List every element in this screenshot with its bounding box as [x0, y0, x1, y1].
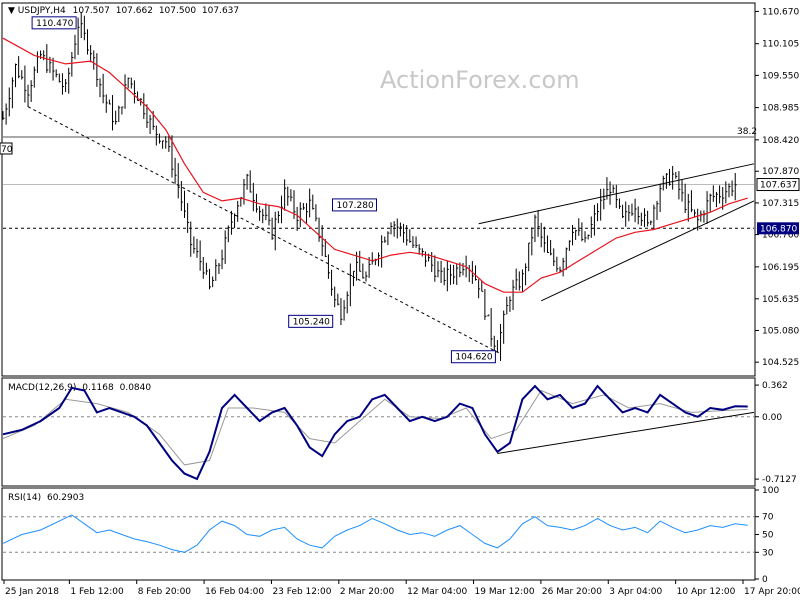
x-tick-label: 23 Feb 12:00 [272, 587, 331, 597]
price-y-tick-label: 108.985 [762, 104, 799, 114]
x-tick-label: 2 Mar 20:00 [340, 587, 395, 597]
x-tick-label: 26 Mar 20:00 [542, 587, 602, 597]
price-y-tick-label: 107.315 [762, 199, 799, 209]
macd-line [2, 384, 748, 481]
price-y-tick-label: 106.760 [762, 231, 799, 241]
svg-text:106.870: 106.870 [760, 224, 797, 234]
watermark: ActionForex.com [380, 66, 580, 94]
svg-text:110.470: 110.470 [36, 19, 73, 29]
price-layer: 110.670 110.105 109.550 108.985 108.420 107.8… [0, 7, 800, 368]
fib-left-tag: 70 [0, 142, 13, 155]
macd-y-tick-label: 0.362 [762, 381, 788, 391]
svg-text:107.280: 107.280 [337, 201, 374, 211]
svg-text:104.620: 104.620 [455, 353, 492, 363]
svg-text:107.637: 107.637 [760, 181, 797, 191]
rsi-y-tick-label: 30 [762, 548, 774, 558]
fib-382-label: 38.2 [737, 127, 757, 137]
moving-average-line [2, 37, 748, 293]
rsi-y-tick-label: 0 [762, 575, 768, 585]
price-y-tick-label: 110.670 [762, 7, 799, 17]
price-label-104-620: 104.620 [450, 350, 496, 364]
price-y-tick-label: 106.195 [762, 263, 799, 273]
price-header: ▼ USDJPY,H4 107.507 107.662 107.500 107.… [8, 6, 239, 16]
x-tick-label: 3 Apr 04:00 [609, 587, 662, 597]
current-price-tag: 107.637 [756, 178, 800, 192]
x-tick-label: 8 Feb 20:00 [138, 587, 192, 597]
price-y-tick-label: 108.420 [762, 136, 799, 146]
price-label-107-280: 107.280 [332, 198, 377, 212]
price-label-105-240: 105.240 [288, 314, 334, 328]
price-y-tick-label: 109.550 [762, 71, 799, 81]
macd-panel-frame [1, 377, 756, 487]
x-tick-label: 17 Apr 20:00 [744, 587, 800, 597]
x-tick-label: 25 Jan 2018 [5, 587, 59, 597]
price-y-tick-label: 107.870 [762, 167, 799, 177]
price-panel-frame [1, 2, 756, 377]
svg-text:70: 70 [1, 145, 13, 155]
header-triangle-icon: ▼ [8, 6, 18, 16]
rsi-y-tick-label: 100 [762, 486, 779, 496]
rsi-header: RSI(14) 60.2903 [8, 493, 84, 503]
x-tick-label: 1 Feb 12:00 [70, 587, 124, 597]
macd-y-tick-label: -0.7127 [762, 475, 797, 485]
rsi-y-tick-label: 50 [762, 531, 774, 541]
x-tick-label: 12 Mar 04:00 [407, 587, 467, 597]
trendline-falling [27, 106, 498, 353]
support-price-label: 106.870 [757, 222, 799, 235]
price-label-110-470: 110.470 [31, 16, 77, 30]
x-axis: 25 Jan 2018 1 Feb 12:00 8 Feb 20:00 16 Feb … [3, 580, 800, 597]
macd-trendline [497, 411, 755, 454]
macd-y-tick-label: 0.00 [762, 413, 782, 423]
price-y-tick-label: 105.635 [762, 295, 799, 305]
x-tick-label: 10 Apr 12:00 [677, 587, 736, 597]
x-tick-label: 19 Mar 12:00 [475, 587, 535, 597]
price-y-tick-label: 110.105 [762, 40, 799, 50]
rsi-line [2, 514, 748, 553]
candles [2, 12, 737, 361]
trendline-channel-upper [478, 163, 755, 225]
rsi-layer: 100 70 50 30 0 [2, 486, 779, 585]
macd-layer: 0.362 0.00 -0.7127 [2, 381, 797, 485]
rsi-y-tick-label: 70 [762, 513, 774, 523]
macd-header: MACD(12,26,9) 0.1168 0.0840 [8, 383, 151, 393]
trendline-channel-lower [541, 200, 755, 302]
price-y-tick-label: 104.525 [762, 358, 799, 368]
x-tick-label: 16 Feb 04:00 [205, 587, 264, 597]
price-y-tick-label: 105.080 [762, 326, 799, 336]
svg-text:105.240: 105.240 [293, 317, 330, 327]
